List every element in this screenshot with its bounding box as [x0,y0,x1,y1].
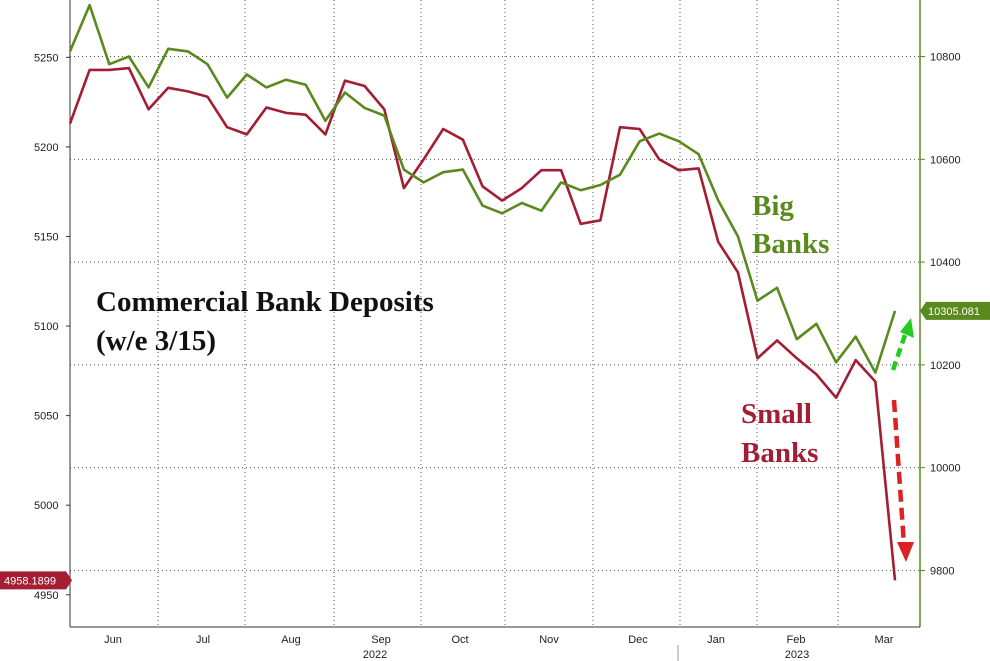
year-label: 2023 [785,649,809,661]
month-label: Jul [196,634,210,646]
left-tick-label: 5050 [34,411,58,423]
down-arrow-shaft [891,399,907,546]
grid-lines [70,0,920,627]
small-banks-value-label: 4958.1899 [4,575,56,587]
big-banks-annotation-line2: Banks [752,228,829,260]
left-tick-label: 5150 [34,231,58,243]
left-tick-label: 4950 [34,590,58,602]
right-tick-label: 10800 [930,52,961,64]
tick-labels: 4950 5000 5050 5100 5150 5200 5250 9800 10000 102… [34,52,961,661]
series-lines [68,3,897,581]
chart-title: Commercial Bank Deposits [96,286,434,318]
big-banks-value-badge [920,301,990,320]
month-label: Jun [104,634,122,646]
month-label: Aug [281,634,301,646]
small-banks-line [68,66,897,581]
big-banks-value-label: 10305.081 [928,306,980,318]
month-label: Jan [707,634,725,646]
right-tick-label: 10000 [930,463,961,475]
right-tick-label: 10200 [930,360,961,372]
small-banks-annotation-line2: Banks [741,437,818,469]
month-label: Oct [451,634,468,646]
year-label: 2022 [363,649,387,661]
right-tick-label: 10400 [930,257,961,269]
value-labels: 4958.1899 10305.081 [0,301,990,590]
down-arrow-head [897,542,914,562]
up-arrow-head [900,318,914,338]
up-arrow-shaft [890,331,909,371]
small-banks-value-badge [0,571,72,590]
left-tick-label: 5100 [34,321,58,333]
month-label: Feb [787,634,806,646]
left-tick-label: 5000 [34,500,58,512]
right-tick-label: 9800 [930,565,954,577]
axes [66,0,925,661]
big-banks-annotation-line1: Big [752,190,794,222]
right-tick-label: 10600 [930,154,961,166]
left-tick-label: 5250 [34,52,58,64]
big-banks-line [68,3,897,374]
month-label: Dec [628,634,648,646]
left-tick-label: 5200 [34,142,58,154]
chart-subtitle: (w/e 3/15) [96,325,216,357]
month-label: Nov [539,634,559,646]
small-banks-annotation-line1: Small [741,398,812,430]
month-label: Mar [875,634,894,646]
month-label: Sep [371,634,391,646]
direction-arrows [890,318,914,562]
